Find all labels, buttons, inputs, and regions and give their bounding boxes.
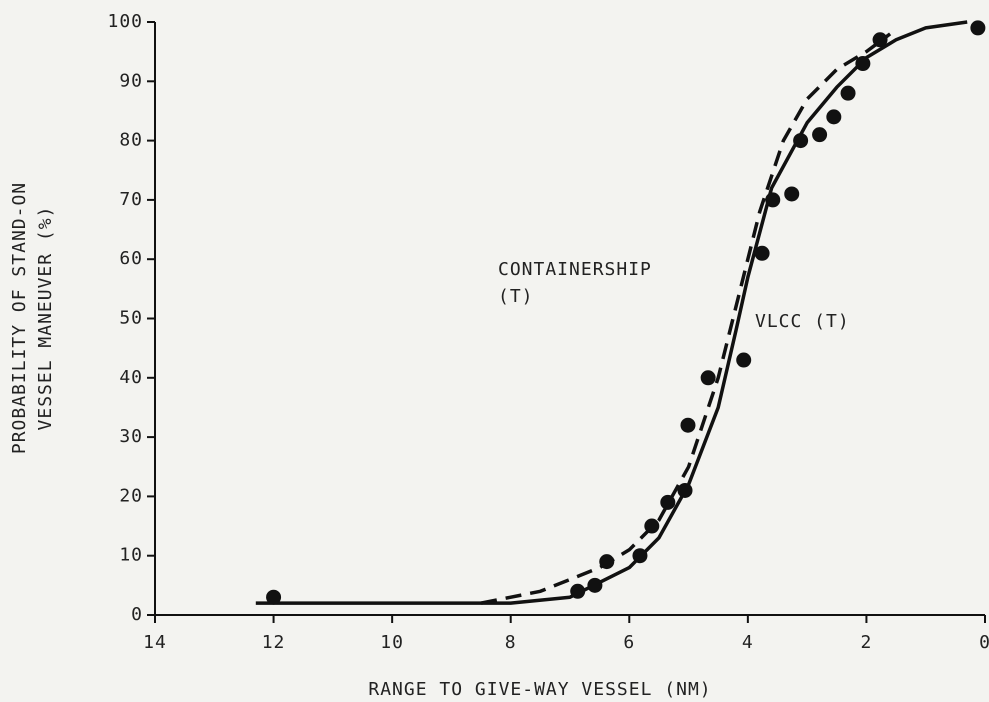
annotation: VLCC (T) [755, 311, 850, 332]
solid-line [255, 20, 968, 605]
y-tick-label: 10 [119, 545, 143, 566]
data-point [644, 518, 660, 534]
data-point [677, 482, 693, 498]
y-tick-label: 50 [119, 308, 143, 329]
data-point [660, 494, 676, 510]
x-tick-label: 0 [979, 632, 989, 653]
x-tick-label: 10 [380, 632, 404, 653]
x-tick-label: 2 [861, 632, 873, 653]
data-point [754, 245, 770, 261]
data-point [970, 20, 986, 36]
x-tick-label: 8 [505, 632, 517, 653]
data-point [599, 554, 615, 570]
data-point [872, 32, 888, 48]
data-point [840, 85, 856, 101]
data-point [632, 548, 648, 564]
x-tick-label: 6 [623, 632, 635, 653]
x-tick-label: 4 [742, 632, 754, 653]
data-point [736, 352, 752, 368]
data-point [587, 577, 603, 593]
annotation: CONTAINERSHIP [498, 259, 652, 280]
data-point [266, 589, 282, 605]
y-tick-label: 70 [119, 189, 143, 210]
y-tick-label: 0 [131, 604, 143, 625]
y-tick-label: 30 [119, 426, 143, 447]
data-point [784, 186, 800, 202]
y-tick-label: 40 [119, 367, 143, 388]
data-point [855, 56, 871, 72]
annotation: (T) [498, 286, 534, 307]
x-tick-label: 14 [143, 632, 167, 653]
x-axis-label: RANGE TO GIVE-WAY VESSEL (NM) [368, 679, 711, 700]
y-tick-label: 90 [119, 70, 143, 91]
y-tick-label: 60 [119, 248, 143, 269]
data-point [826, 109, 842, 125]
data-point [570, 583, 586, 599]
data-point [812, 127, 828, 143]
y-axis-label: PROBABILITY OF STAND-ON [9, 182, 30, 454]
y-tick-label: 80 [119, 130, 143, 151]
data-point [700, 370, 716, 386]
y-tick-label: 100 [107, 11, 143, 32]
data-point [680, 417, 696, 433]
x-tick-label: 12 [262, 632, 286, 653]
y-axis-label: VESSEL MANEUVER (%) [35, 206, 56, 431]
data-point [765, 192, 781, 208]
y-tick-label: 20 [119, 485, 143, 506]
data-point [793, 133, 809, 149]
